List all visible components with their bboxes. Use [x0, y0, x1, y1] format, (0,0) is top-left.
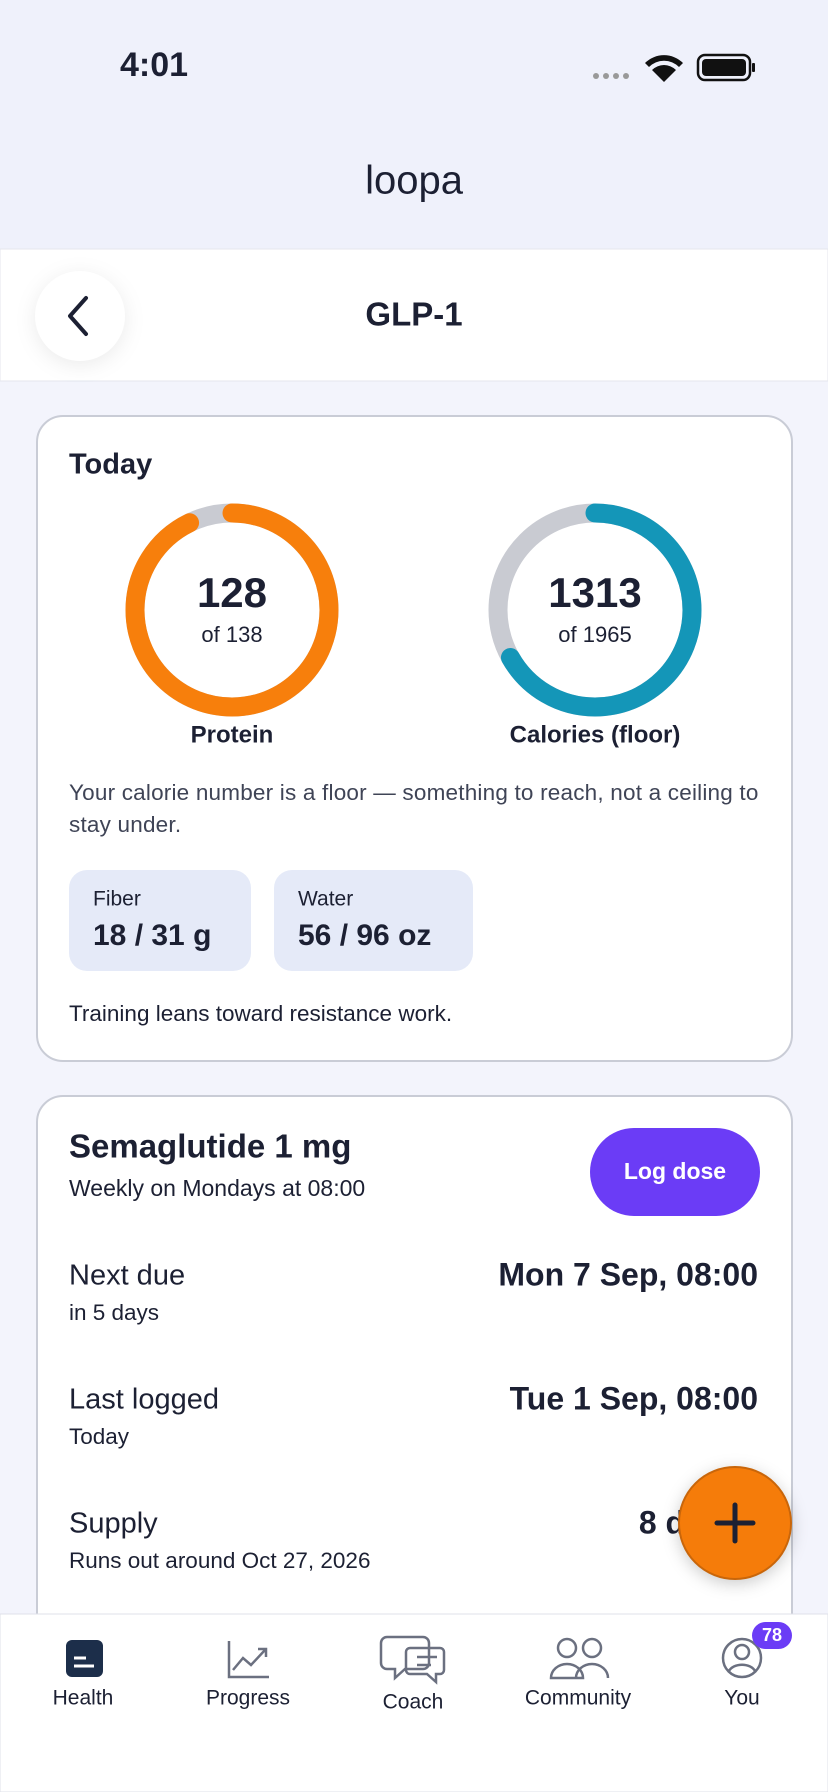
tab-label: You	[724, 1687, 759, 1710]
status-icons	[593, 53, 755, 82]
logo: loopa	[365, 159, 464, 203]
tab-label: Progress	[206, 1687, 290, 1710]
pill-value: 56 / 96 oz	[298, 919, 431, 952]
ring-goal: of 1965	[558, 622, 631, 647]
pill	[274, 870, 473, 971]
pill-value: 18 / 31 g	[93, 919, 211, 952]
badge	[752, 1622, 792, 1649]
card-footer: Training leans toward resistance work.	[69, 1001, 452, 1026]
log-dose-label: Log dose	[624, 1158, 726, 1184]
header-bg	[0, 0, 828, 249]
tab-label: Community	[525, 1687, 632, 1710]
ring-progress	[125, 503, 339, 717]
ring-goal: of 138	[201, 622, 262, 647]
rings: 128 of 138 Protein 1313 of 1965 Calories (flo…	[125, 503, 702, 748]
nav-title: GLP-1	[365, 296, 462, 333]
row-label: Next due	[69, 1260, 185, 1292]
badge-count: 78	[762, 1625, 782, 1645]
row-value: Mon 7 Sep, 08:00	[498, 1256, 758, 1292]
add-icon	[714, 1502, 756, 1544]
ring-progress	[488, 503, 702, 717]
card-title: Today	[69, 449, 152, 481]
nav-bar	[0, 248, 828, 382]
tab-label: Coach	[383, 1691, 444, 1714]
card-note: Your calorie number is a floor — somethi…	[69, 780, 759, 837]
ring-value: 1313	[548, 569, 641, 616]
tab-icons	[66, 1635, 763, 1685]
pill-label: Water	[298, 888, 353, 911]
pills: Fiber 18 / 31 g Water 56 / 96 oz	[69, 870, 473, 971]
med-name: Semaglutide 1 mg	[69, 1128, 351, 1165]
row-sub: Today	[69, 1424, 130, 1449]
tab-label: Health	[53, 1687, 114, 1710]
tabs: Health Progress Coach Community You	[53, 1687, 760, 1714]
status-time: 4:01	[120, 46, 188, 84]
row-sub: in 5 days	[69, 1300, 159, 1325]
row-label: Supply	[69, 1508, 158, 1540]
back-button[interactable]	[35, 271, 125, 361]
med-rows: Next due in 5 days Mon 7 Sep, 08:00 Last lo…	[69, 1256, 758, 1572]
ring-value: 128	[197, 569, 267, 616]
pill	[69, 870, 251, 971]
back-icon	[68, 296, 88, 336]
pill-label: Fiber	[93, 888, 141, 911]
ring-label: Calories (floor)	[510, 721, 681, 748]
row-sub: Runs out around Oct 27, 2026	[69, 1548, 370, 1573]
log-dose-button[interactable]	[590, 1128, 760, 1216]
ring-label: Protein	[191, 721, 274, 748]
med-schedule: Weekly on Mondays at 08:00	[69, 1175, 365, 1201]
row-value: Tue 1 Sep, 08:00	[510, 1380, 758, 1416]
row-label: Last logged	[69, 1384, 219, 1416]
